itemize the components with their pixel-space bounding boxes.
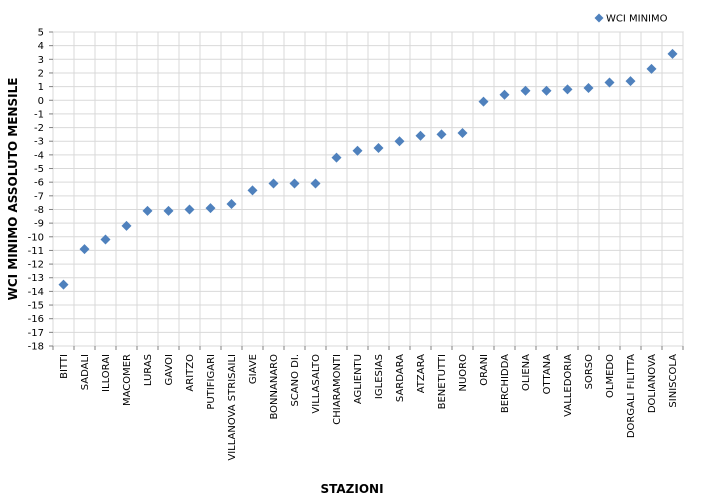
data-point-putifigari — [205, 203, 216, 214]
data-point-scano-di — [289, 178, 300, 189]
y-tick-label: -10 — [28, 232, 44, 243]
y-tick-label: -7 — [34, 191, 44, 202]
legend-marker — [594, 13, 604, 23]
x-axis-ticks: BITTI SADALI ILLORAI MACOMER LURAS GAVOI ARITZ… — [52, 346, 684, 461]
y-axis-ticks: -18-17-16-15-14-13-12-11-10-9-8-7-6-5-4-… — [28, 28, 53, 353]
x-tick-label: ILLORAI — [101, 354, 112, 392]
data-point-siniscola — [667, 48, 678, 59]
x-tick-label: NUORO — [458, 354, 469, 392]
x-tick-label: BITTI — [59, 354, 70, 379]
x-tick-label: BENETUTTI — [437, 354, 448, 409]
data-point-nuoro — [457, 128, 468, 139]
y-tick-label: -2 — [34, 123, 44, 134]
data-point-benetutti — [436, 129, 447, 140]
x-tick-label: SORSO — [584, 354, 595, 390]
y-tick-label: -1 — [34, 109, 44, 120]
y-tick-label: -18 — [28, 342, 44, 353]
data-point-bitti — [58, 279, 69, 290]
y-tick-label: -6 — [34, 178, 44, 189]
y-tick-label: -14 — [28, 287, 44, 298]
y-tick-label: -3 — [34, 137, 44, 148]
x-tick-label: GAVOI — [164, 354, 175, 385]
data-point-olmedo — [604, 77, 615, 88]
y-tick-label: -16 — [28, 314, 44, 325]
x-tick-label: SCANO DI. — [290, 354, 301, 407]
x-tick-label: PUTIFIGARI — [206, 354, 217, 410]
data-point-ottana — [541, 85, 552, 96]
data-point-bonnanaro — [268, 178, 279, 189]
x-tick-label: VILLASALTO — [311, 354, 322, 414]
data-point-giave — [247, 185, 258, 196]
data-point-valledoria — [562, 84, 573, 95]
data-points — [58, 48, 678, 290]
x-tick-label: OLIENA — [521, 354, 532, 391]
y-tick-label: -13 — [28, 273, 44, 284]
y-tick-label: 1 — [38, 82, 44, 93]
x-tick-label: CHIARAMONTI — [332, 354, 343, 425]
x-tick-label: BERCHIDDA — [500, 354, 511, 413]
data-point-aritzo — [184, 204, 195, 215]
x-tick-label: ORANI — [479, 354, 490, 386]
data-point-dolianova — [646, 63, 657, 74]
x-tick-label: VALLEDORIA — [563, 354, 574, 417]
x-tick-label: AGLIENTU — [353, 354, 364, 404]
x-tick-label: BONNANARO — [269, 354, 280, 420]
y-tick-label: 2 — [38, 68, 44, 79]
gridlines — [52, 31, 684, 347]
data-point-sardara — [394, 136, 405, 147]
x-tick-label: DOLIANOVA — [647, 354, 658, 413]
y-tick-label: -4 — [34, 150, 44, 161]
data-point-macomer — [121, 220, 132, 231]
y-tick-label: -12 — [28, 260, 44, 271]
x-tick-label: VILLANOVA STRISAILI — [227, 354, 238, 461]
data-point-berchidda — [499, 89, 510, 100]
x-tick-label: LURAS — [143, 354, 154, 386]
data-point-iglesias — [373, 143, 384, 154]
x-tick-label: SARDARA — [395, 354, 406, 402]
y-tick-label: 5 — [38, 28, 44, 39]
y-tick-label: -5 — [34, 164, 44, 175]
x-tick-label: GIAVE — [248, 354, 259, 384]
data-point-orani — [478, 96, 489, 107]
x-tick-label: OLMEDO — [605, 354, 616, 398]
x-tick-label: ARITZO — [185, 354, 196, 392]
x-tick-label: DORGALI FILITTA — [626, 354, 637, 438]
data-point-atzara — [415, 130, 426, 141]
y-tick-label: 3 — [38, 55, 44, 66]
y-tick-label: 4 — [38, 41, 44, 52]
x-tick-label: SADALI — [80, 354, 91, 390]
data-point-sadali — [79, 244, 90, 255]
data-point-aglientu — [352, 145, 363, 156]
data-point-luras — [142, 205, 153, 216]
data-point-chiaramonti — [331, 152, 342, 163]
legend: WCI MINIMO — [594, 13, 668, 25]
y-axis-title: WCI MINIMO ASSOLUTO MENSILE — [6, 78, 20, 301]
data-point-oliena — [520, 85, 531, 96]
y-tick-label: 0 — [38, 96, 44, 107]
data-point-gavoi — [163, 205, 174, 216]
data-point-illorai — [100, 234, 111, 245]
x-tick-label: SINISCOLA — [668, 354, 679, 408]
x-tick-label: OTTANA — [542, 354, 553, 394]
y-tick-label: -8 — [34, 205, 44, 216]
y-tick-label: -11 — [28, 246, 44, 257]
y-tick-label: -15 — [28, 301, 44, 312]
data-point-sorso — [583, 82, 594, 93]
x-axis-title: STAZIONI — [320, 482, 383, 496]
data-point-villasalto — [310, 178, 321, 189]
y-tick-label: -9 — [34, 219, 44, 230]
y-tick-label: -17 — [28, 328, 44, 339]
x-tick-label: IGLESIAS — [374, 354, 385, 399]
legend-label: WCI MINIMO — [606, 14, 668, 25]
data-point-villanova-strisaili — [226, 199, 237, 210]
x-tick-label: MACOMER — [122, 354, 133, 406]
x-tick-label: ATZARA — [416, 354, 427, 393]
data-point-dorgali-filitta — [625, 76, 636, 87]
